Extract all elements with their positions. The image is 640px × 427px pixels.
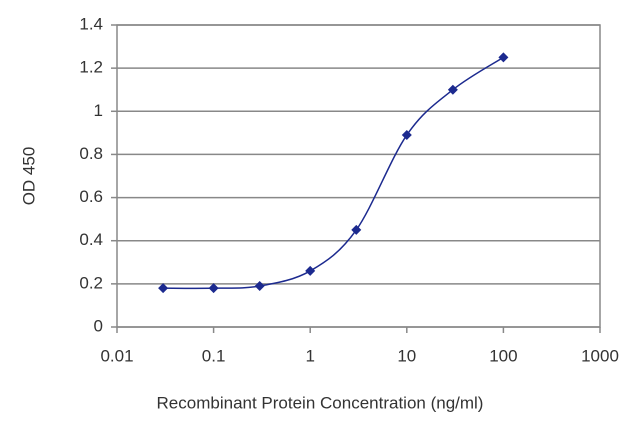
x-tick-label: 1 (305, 346, 314, 365)
y-tick-label: 1.4 (79, 14, 103, 33)
point (498, 52, 509, 63)
point (401, 130, 412, 141)
x-axis-label: Recombinant Protein Concentration (ng/ml… (157, 393, 484, 412)
x-tick-label: 1000 (581, 346, 619, 365)
y-tick-label: 0.2 (79, 273, 103, 292)
y-tick-label: 0.6 (79, 187, 103, 206)
point (208, 283, 219, 294)
y-axis-label: OD 450 (19, 147, 38, 206)
plot-frame (116, 24, 601, 328)
y-tick-label: 0.8 (79, 144, 103, 163)
y-tick-label: 1 (94, 101, 103, 120)
y-tick-label: 0.4 (79, 230, 103, 249)
y-tick-label: 0 (94, 316, 103, 335)
y-tick-label: 1.2 (79, 58, 103, 77)
x-tick-label: 0.01 (100, 346, 133, 365)
point (351, 224, 362, 235)
curve (163, 56, 504, 290)
point (158, 283, 169, 294)
point (305, 265, 316, 276)
x-tick-label: 0.1 (202, 346, 226, 365)
x-tick-label: 100 (489, 346, 517, 365)
point (447, 84, 458, 95)
point (254, 281, 265, 292)
x-tick-label: 10 (397, 346, 416, 365)
